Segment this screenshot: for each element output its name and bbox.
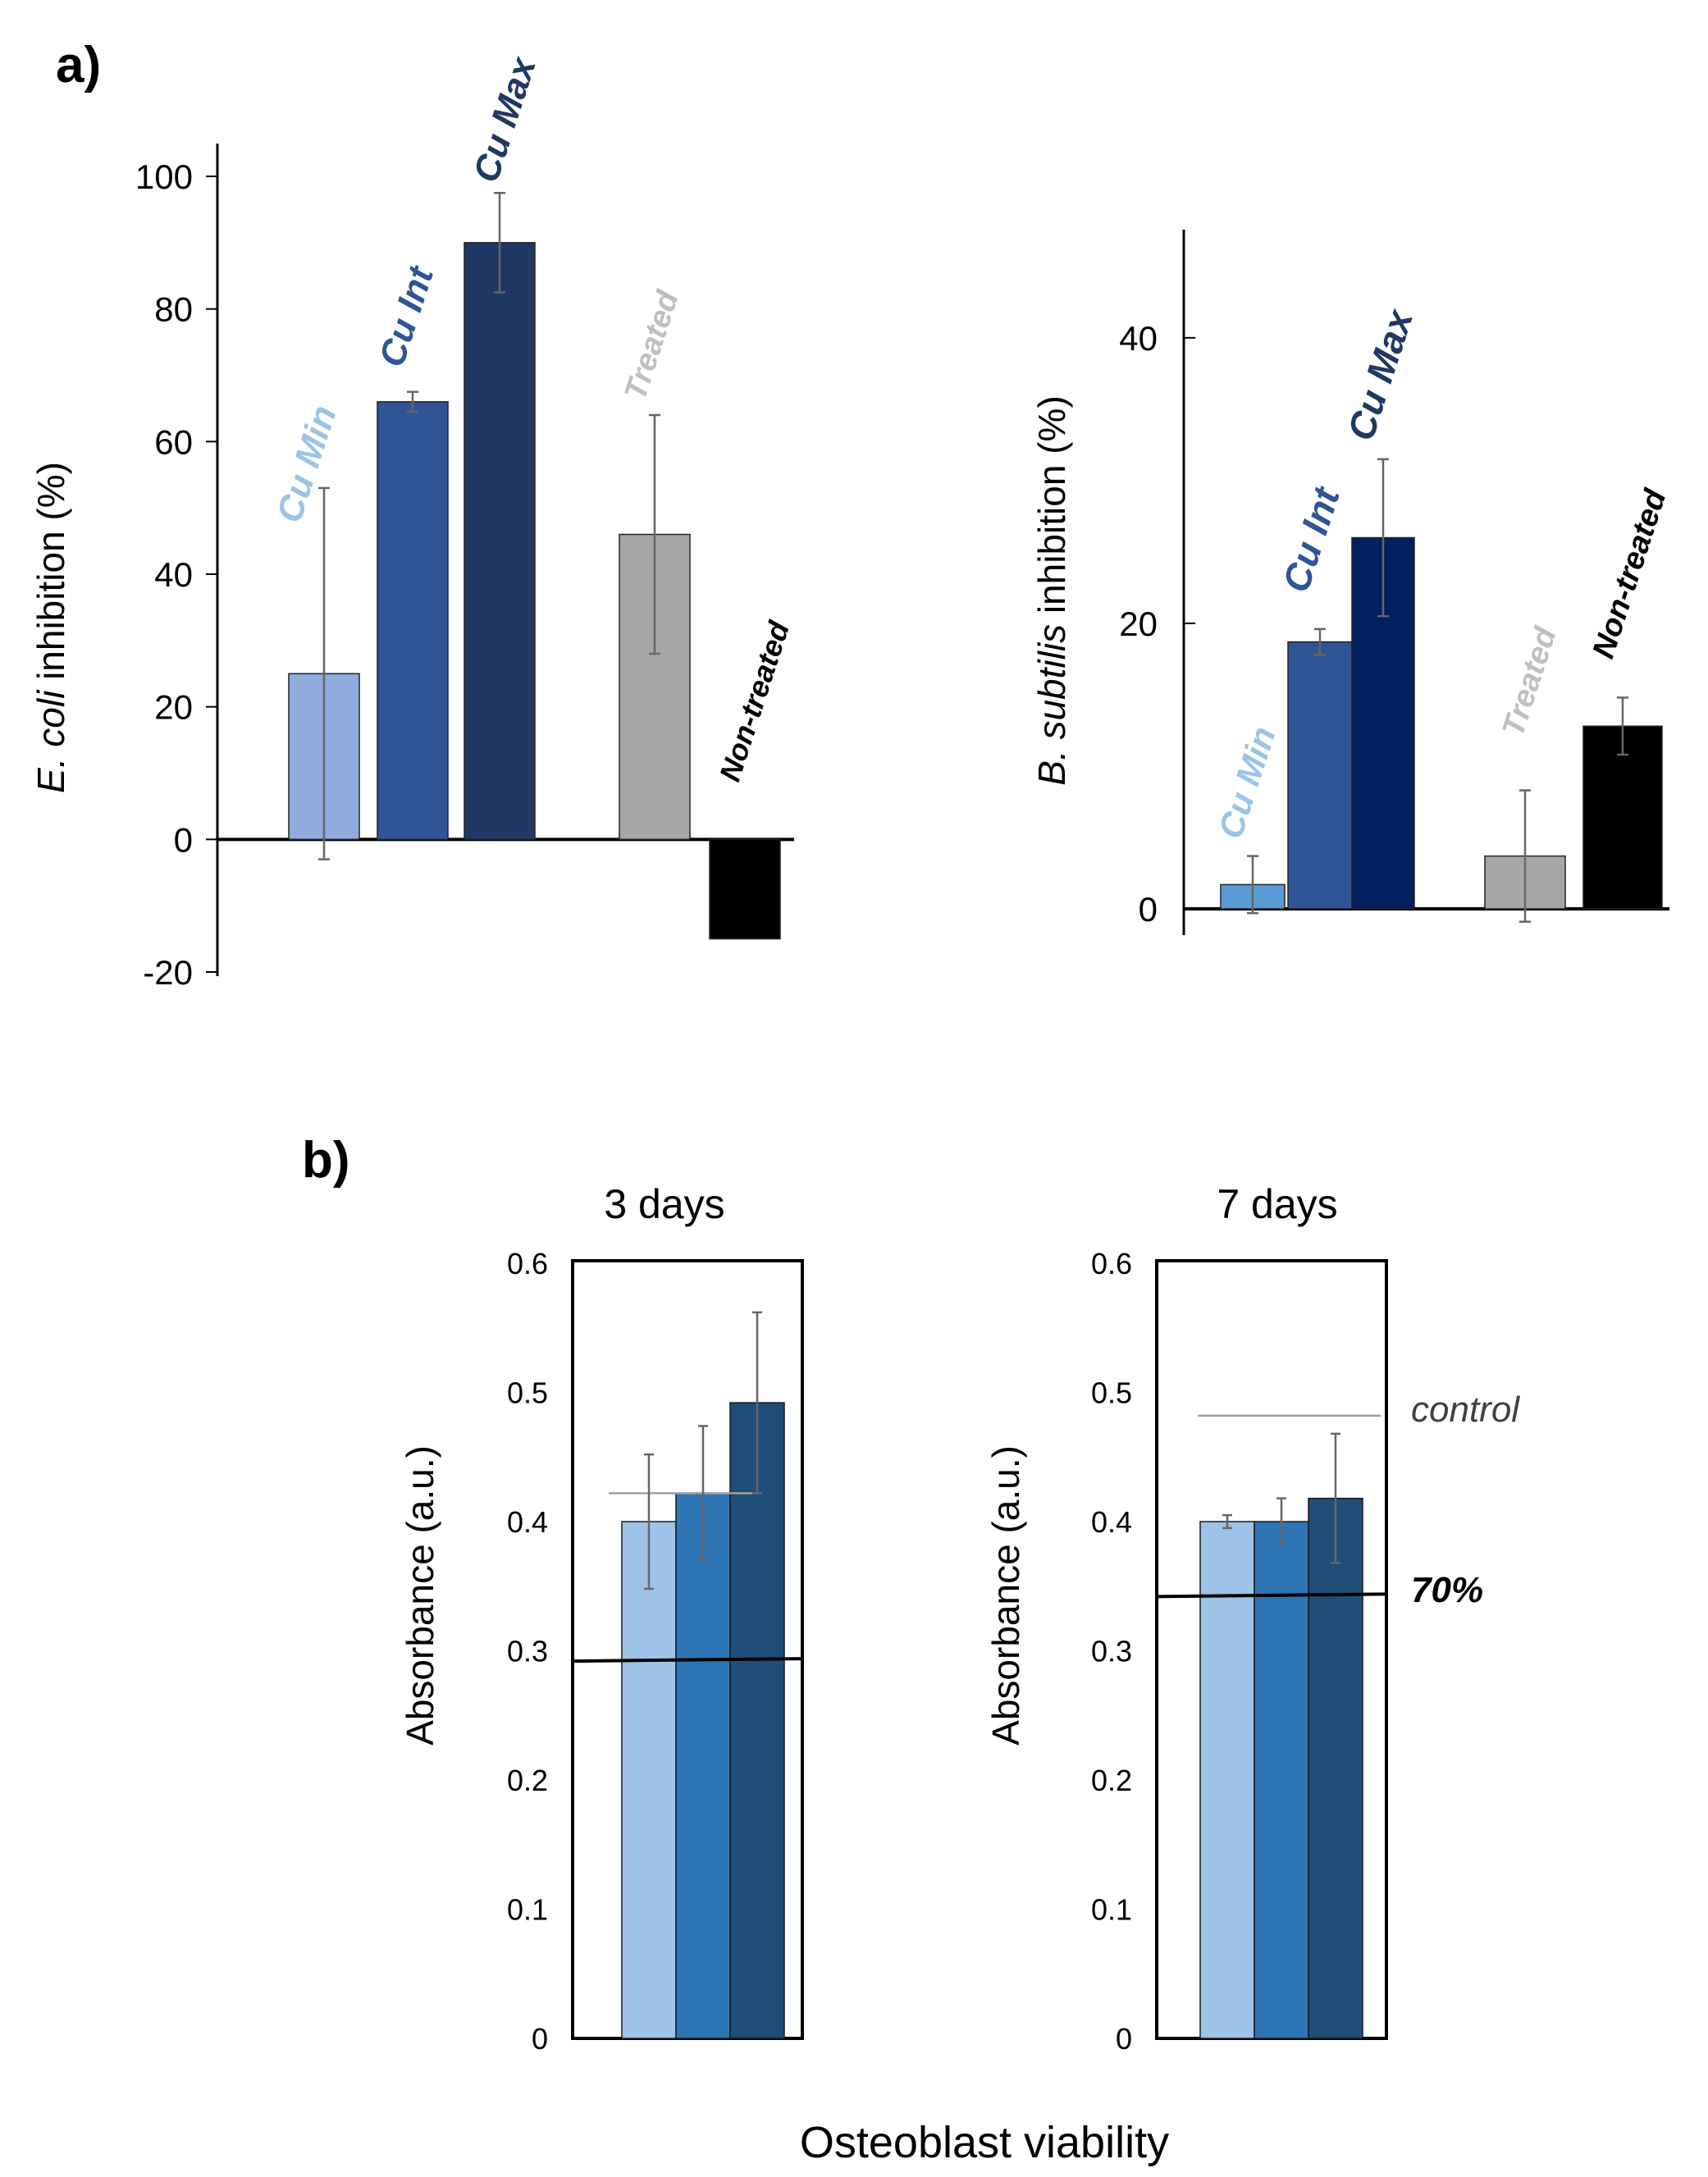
bar xyxy=(675,1492,731,2039)
bar xyxy=(1582,725,1663,910)
threshold-70-label: 70% xyxy=(1411,1570,1483,1610)
y-tick-label: -20 xyxy=(143,953,193,992)
y-tick-label: 0.1 xyxy=(1091,1893,1132,1927)
category-label: Cu Min xyxy=(1211,722,1283,843)
control-label: control xyxy=(1411,1390,1520,1430)
bar xyxy=(1199,1521,1255,2039)
chart-7days-title: 7 days xyxy=(1217,1181,1337,1227)
y-tick-label: 0.4 xyxy=(507,1505,548,1539)
y-tick-label: 0 xyxy=(532,2022,548,2056)
y-tick-label: 0.5 xyxy=(507,1376,548,1410)
category-label: Non-treated xyxy=(1587,485,1674,663)
y-tick-label: 80 xyxy=(154,290,193,329)
y-tick-label: 0 xyxy=(1139,890,1158,929)
y-tick-label: 100 xyxy=(135,157,193,196)
bar xyxy=(464,242,536,841)
y-tick-label: 0.1 xyxy=(507,1893,548,1927)
category-label: Cu Min xyxy=(269,400,345,527)
y-tick-label: 0.3 xyxy=(507,1635,548,1668)
y-tick-label: 0.6 xyxy=(1091,1247,1132,1280)
ecoli-inhibition-chart: -20 0 20 40 60 80 100 Cu Min Cu Int Cu Max Treate… xyxy=(30,52,796,992)
panel-label-b: b) xyxy=(302,1132,350,1189)
category-label: Cu Max xyxy=(1339,303,1422,445)
y-tick-label: 0.3 xyxy=(1091,1635,1132,1668)
osteoblast-3days-chart: 3 days 0 0.1 0.2 0.3 0.4 0.5 0.6 Absorbance (a… xyxy=(399,1181,804,2056)
category-label: Cu Int xyxy=(1274,481,1348,598)
category-label: Cu Max xyxy=(466,52,544,187)
category-label: Cu Int xyxy=(372,260,442,372)
bsubtilis-inhibition-chart: 0 20 40 Cu Min Cu Int Cu Max Treated Non-treat… xyxy=(1030,230,1674,935)
category-label: Non-treated xyxy=(713,617,797,786)
y-tick-label: 0.6 xyxy=(507,1247,548,1280)
osteoblast-7days-chart: 7 days 0 0.1 0.2 0.3 0.4 0.5 0.6 control 70% A… xyxy=(984,1181,1520,2056)
panel-label-a: a) xyxy=(56,37,101,94)
bsubtilis-ylabel: B. subtilis inhibition (%) xyxy=(1030,395,1073,786)
y-tick-label: 60 xyxy=(154,422,193,461)
y-tick-label: 0.5 xyxy=(1091,1376,1132,1410)
bar xyxy=(1254,1521,1309,2039)
chart-7days-ylabel: Absorbance (a.u.) xyxy=(984,1445,1027,1746)
chart-3days-ylabel: Absorbance (a.u.) xyxy=(399,1445,441,1746)
y-tick-label: 40 xyxy=(154,555,193,594)
bar xyxy=(1308,1497,1363,2039)
y-tick-label: 0.4 xyxy=(1091,1505,1132,1539)
y-tick-label: 40 xyxy=(1119,319,1158,358)
category-label: Treated xyxy=(1496,623,1564,741)
category-label: Treated xyxy=(619,286,686,404)
y-tick-label: 0 xyxy=(174,820,193,859)
y-tick-label: 20 xyxy=(154,688,193,727)
threshold-70-line xyxy=(1156,1592,1387,1599)
y-tick-label: 0.2 xyxy=(507,1764,548,1797)
threshold-70-line xyxy=(572,1657,803,1664)
bar xyxy=(377,401,449,841)
chart-3days-title: 3 days xyxy=(604,1181,724,1227)
y-tick-label: 0 xyxy=(1116,2022,1132,2056)
bar xyxy=(1287,641,1353,910)
bar xyxy=(709,838,781,940)
figure-xlabel: Osteoblast viability xyxy=(800,2118,1169,2167)
bar xyxy=(729,1402,785,2039)
y-tick-label: 0.2 xyxy=(1091,1764,1132,1797)
ecoli-ylabel: E. coli inhibition (%) xyxy=(30,462,72,793)
bar xyxy=(621,1521,677,2039)
y-tick-label: 20 xyxy=(1119,605,1158,643)
